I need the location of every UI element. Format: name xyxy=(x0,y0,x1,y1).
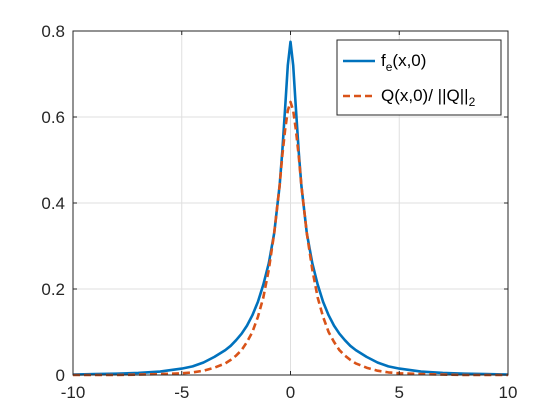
y-tick-label: 0.6 xyxy=(41,108,65,127)
series-line-1 xyxy=(72,40,509,376)
x-tick-label: 10 xyxy=(499,383,518,402)
legend-label-series-1: fe(x,0) xyxy=(381,51,426,74)
x-tick-label: 5 xyxy=(395,383,404,402)
y-tick-label: 0.4 xyxy=(41,194,65,213)
legend: fe(x,0) Q(x,0)/ ||Q||2 xyxy=(336,39,502,116)
legend-label-series-2: Q(x,0)/ ||Q||2 xyxy=(381,86,476,109)
y-tick-label: 0.8 xyxy=(41,22,65,41)
legend-box xyxy=(336,39,502,116)
series-line-2 xyxy=(73,100,508,377)
series-layer xyxy=(72,40,509,377)
y-tick-label: 0.2 xyxy=(41,280,65,299)
x-tick-label: 0 xyxy=(286,383,295,402)
y-tick-label: 0 xyxy=(56,366,65,385)
ticks: -10 -5 0 5 10 0 0.2 0.4 0.6 0.8 xyxy=(41,22,517,402)
x-tick-label: -10 xyxy=(61,383,86,402)
x-tick-label: -5 xyxy=(174,383,189,402)
